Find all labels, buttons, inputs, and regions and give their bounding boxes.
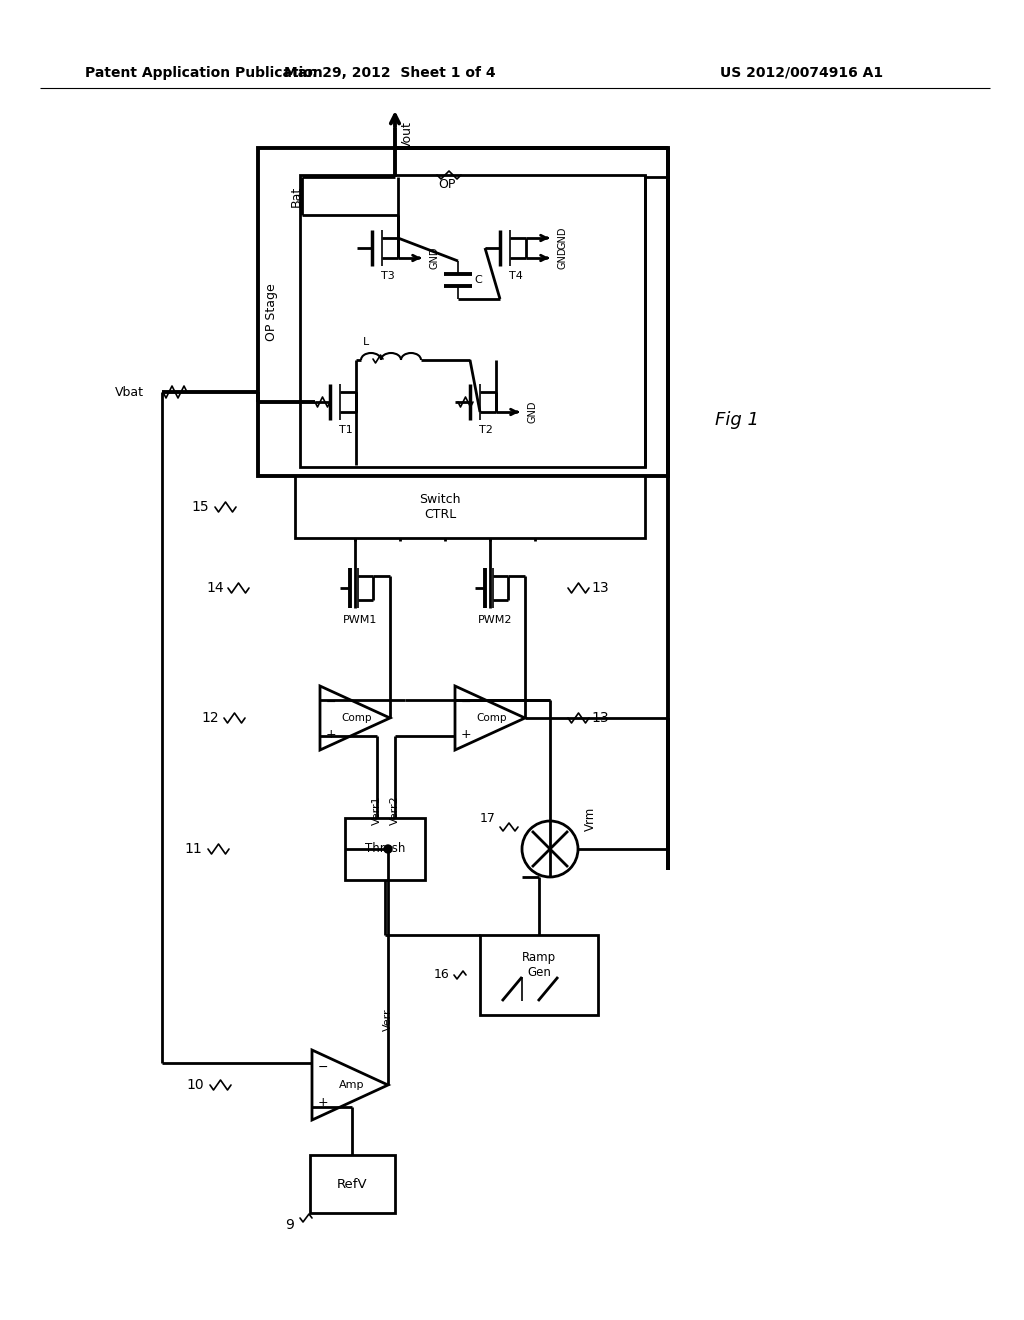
Text: Gen: Gen [527,966,551,979]
Text: 12: 12 [201,711,219,725]
Text: L: L [362,337,369,347]
Bar [480,935,598,1015]
Text: 17: 17 [480,813,496,825]
Bar [295,477,645,539]
Text: −: − [461,696,471,709]
Text: Vout: Vout [400,121,414,149]
Text: 16: 16 [434,969,450,982]
Text: Switch
CTRL: Switch CTRL [419,492,461,521]
Text: 9: 9 [286,1218,295,1232]
Text: Verr: Verr [383,1008,393,1031]
Text: T3: T3 [381,271,395,281]
Text: Verr1: Verr1 [372,795,382,825]
Text: OP Stage: OP Stage [265,282,279,341]
Text: 11: 11 [184,842,202,855]
Text: Comp: Comp [477,713,507,723]
Text: Thresh: Thresh [365,842,406,855]
Text: +: + [317,1097,329,1110]
Text: Fig 1: Fig 1 [715,411,759,429]
Text: −: − [326,696,336,709]
Text: 15: 15 [191,500,209,513]
Text: T2: T2 [479,425,493,436]
Text: GND: GND [557,227,567,249]
Text: GND: GND [557,247,567,269]
Circle shape [384,845,392,853]
Text: RefV: RefV [337,1177,368,1191]
Text: GND: GND [429,247,439,269]
Text: GND: GND [527,401,537,424]
Text: −: − [317,1060,329,1073]
Text: Verr2: Verr2 [390,795,400,825]
Text: 13: 13 [591,711,609,725]
Bar [310,1155,395,1213]
Text: Vbat: Vbat [115,385,144,399]
Text: Amp: Amp [339,1080,365,1090]
Text: Patent Application Publication: Patent Application Publication [85,66,323,81]
Text: Bat: Bat [290,185,302,207]
Text: Vrm: Vrm [584,807,597,832]
Text: Comp: Comp [342,713,373,723]
Text: Mar. 29, 2012  Sheet 1 of 4: Mar. 29, 2012 Sheet 1 of 4 [285,66,496,81]
Text: C: C [474,275,482,285]
Bar [345,818,425,880]
Text: PWM1: PWM1 [343,615,377,624]
Text: T4: T4 [509,271,523,281]
Text: 13: 13 [591,581,609,595]
Bar [258,148,668,477]
Text: OP: OP [438,178,456,191]
Text: Ramp: Ramp [522,950,556,964]
Text: 14: 14 [206,581,224,595]
Text: 10: 10 [186,1078,204,1092]
Text: +: + [461,727,471,741]
Text: US 2012/0074916 A1: US 2012/0074916 A1 [720,66,883,81]
Text: T1: T1 [339,425,353,436]
Text: PWM2: PWM2 [478,615,512,624]
Bar [300,176,645,467]
Text: +: + [326,727,336,741]
